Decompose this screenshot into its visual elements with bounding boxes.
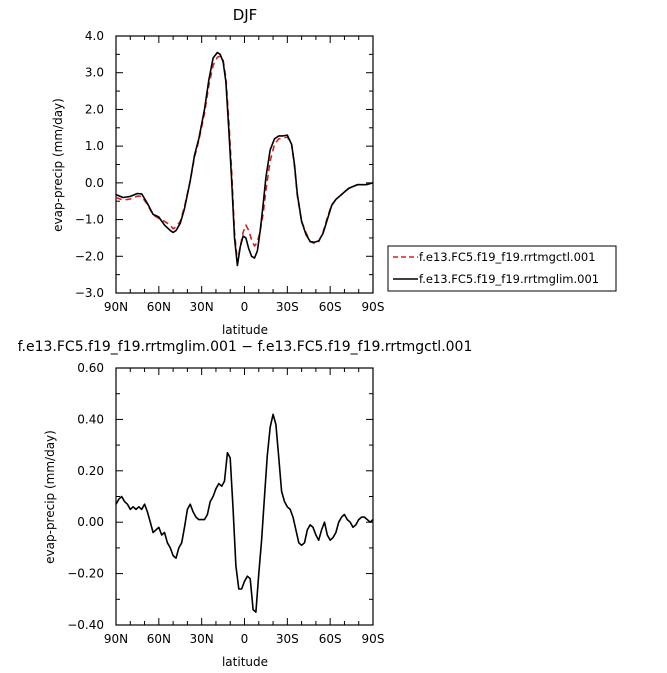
bottom-xtick-label: 30N xyxy=(190,632,214,646)
top-x-ticks: 90N 60N 30N 0 30S 60S 90S xyxy=(104,36,385,314)
bottom-title: f.e13.FC5.f19_f19.rrtmglim.001 − f.e13.F… xyxy=(18,339,473,355)
top-ytick-label: −3.0 xyxy=(75,286,104,300)
top-y-ticks: 4.0 3.0 2.0 1.0 0.0 −1.0 −2.0 −3.0 xyxy=(75,29,373,300)
top-x-axis-label: latitude xyxy=(222,323,268,337)
top-series-line-0 xyxy=(115,55,374,263)
top-series-group xyxy=(115,51,374,267)
bottom-x-axis-label: latitude xyxy=(222,655,268,669)
top-ytick-label: 4.0 xyxy=(85,29,104,43)
top-xtick-label: 90S xyxy=(362,300,385,314)
bottom-plot-frame xyxy=(115,367,374,626)
bottom-xtick-label: 60S xyxy=(319,632,342,646)
top-xtick-label: 0 xyxy=(241,300,249,314)
top-plot-frame xyxy=(115,35,374,294)
bottom-ytick-label: 0.00 xyxy=(77,515,104,529)
top-xtick-label: 90N xyxy=(104,300,128,314)
bottom-series-group xyxy=(115,413,374,613)
bottom-y-axis-label: evap-precip (mm/day) xyxy=(43,430,57,564)
bottom-xtick-label: 30S xyxy=(276,632,299,646)
bottom-x-ticks: 90N 60N 30N 0 30S 60S 90S xyxy=(104,368,385,646)
bottom-ytick-label: −0.20 xyxy=(67,567,104,581)
top-ytick-label: 3.0 xyxy=(85,66,104,80)
legend-box xyxy=(387,245,617,292)
bottom-xtick-label: 90N xyxy=(104,632,128,646)
bottom-y-ticks: 0.60 0.40 0.20 0.00 −0.20 −0.40 xyxy=(67,361,373,632)
top-y-axis-label: evap-precip (mm/day) xyxy=(51,98,65,232)
top-xtick-label: 30N xyxy=(190,300,214,314)
bottom-xtick-label: 0 xyxy=(241,632,249,646)
top-ytick-label: −2.0 xyxy=(75,249,104,263)
top-ytick-label: −1.0 xyxy=(75,213,104,227)
bottom-ytick-label: −0.40 xyxy=(67,618,104,632)
top-ytick-label: 2.0 xyxy=(85,102,104,116)
bottom-ytick-label: 0.20 xyxy=(77,464,104,478)
bottom-panel: f.e13.FC5.f19_f19.rrtmglim.001 − f.e13.F… xyxy=(18,339,473,669)
top-legend: f.e13.FC5.f19_f19.rrtmgctl.001 f.e13.FC5… xyxy=(387,245,617,292)
legend-label-ctl: f.e13.FC5.f19_f19.rrtmgctl.001 xyxy=(419,250,596,264)
top-ytick-label: 1.0 xyxy=(85,139,104,153)
top-ytick-label: 0.0 xyxy=(85,176,104,190)
top-title: DJF xyxy=(233,6,258,24)
top-panel: DJF 4.0 3.0 2.0 1.0 0.0 −1.0 −2.0 −3.0 90N 60N 30… xyxy=(51,6,617,337)
bottom-ytick-label: 0.40 xyxy=(77,412,104,426)
bottom-xtick-label: 90S xyxy=(362,632,385,646)
legend-label-lim: f.e13.FC5.f19_f19.rrtmglim.001 xyxy=(419,272,599,286)
bottom-series-line-0 xyxy=(115,413,374,613)
top-xtick-label: 30S xyxy=(276,300,299,314)
top-xtick-label: 60S xyxy=(319,300,342,314)
bottom-ytick-label: 0.60 xyxy=(77,361,104,375)
bottom-xtick-label: 60N xyxy=(147,632,171,646)
top-xtick-label: 60N xyxy=(147,300,171,314)
top-series-line-1 xyxy=(115,51,374,267)
